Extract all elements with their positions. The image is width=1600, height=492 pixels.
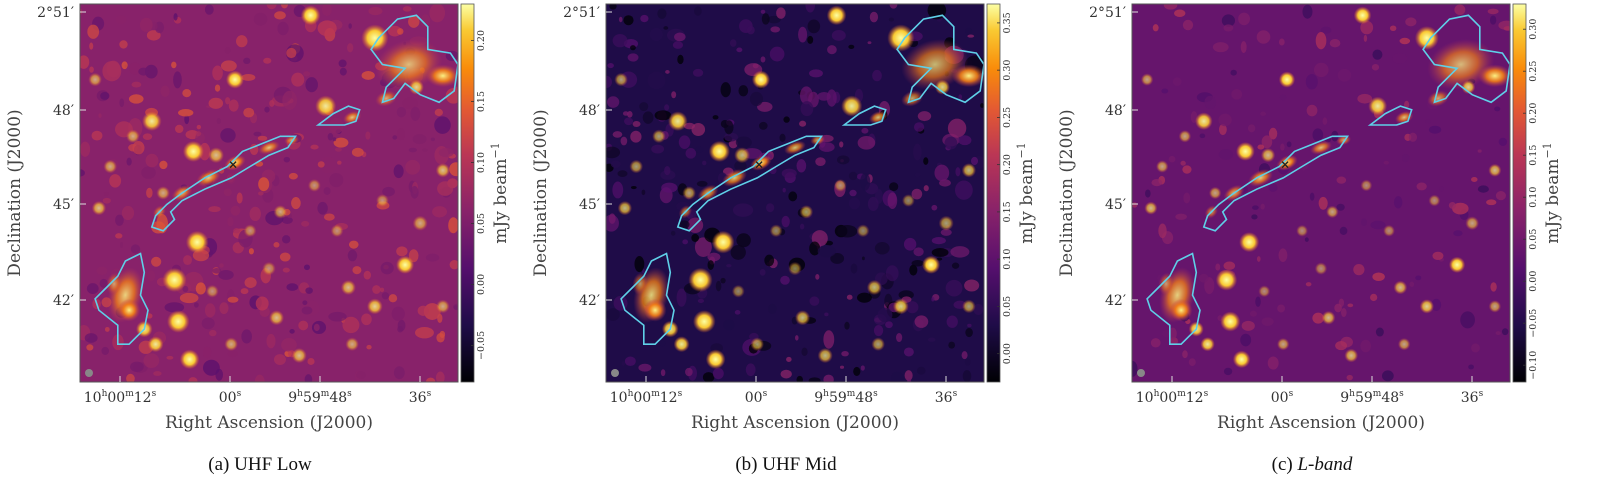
caption-b-letter: (b) (735, 454, 758, 475)
x-tick-label: 00s (219, 389, 242, 406)
sky-image-c (1132, 4, 1510, 382)
colorbar-tick-label: 0.00 (1002, 343, 1013, 364)
x-axis-label: Right Ascension (J2000) (691, 413, 899, 433)
colorbar-tick-label: −0.10 (1528, 351, 1539, 380)
y-tick-label: 48′ (579, 103, 600, 119)
contour-b-2 (676, 135, 824, 232)
contour-b-0 (896, 14, 984, 104)
y-tick-label: 2°51′ (1089, 5, 1126, 21)
y-tick-label: 2°51′ (563, 5, 600, 21)
x-tick-label: 10h00m12s (610, 389, 683, 406)
colorbar-c (1512, 3, 1527, 383)
beam-ellipse (611, 369, 619, 377)
colorbar-tick-label: 0.15 (1528, 145, 1539, 166)
y-tick-label: 42′ (1105, 293, 1126, 309)
colorbar-tick-label: 0.00 (476, 274, 487, 295)
image-frame (1131, 3, 1511, 383)
colorbar-tick-label: 0.15 (1002, 201, 1013, 222)
x-tick-label: 10h00m12s (1136, 389, 1209, 406)
y-axis-label: Declination (J2000) (5, 109, 25, 276)
contour-a-1 (315, 105, 361, 126)
caption-c: (c) L-band (1052, 454, 1572, 476)
y-tick-label: 42′ (579, 293, 600, 309)
caption-c-letter: (c) (1271, 454, 1293, 475)
y-axis-label: Declination (J2000) (531, 109, 551, 276)
center-marker-icon (1281, 161, 1289, 169)
x-tick-label: 10h00m12s (84, 389, 157, 406)
colorbar-label: mJy beam−1 (1541, 142, 1563, 243)
center-marker-icon (229, 161, 237, 169)
beam-ellipse (1137, 369, 1145, 377)
x-tick-label: 9h59m48s (1340, 389, 1404, 406)
contour-a-3 (94, 252, 149, 346)
y-tick-label: 2°51′ (37, 5, 74, 21)
colorbar-tick-label: −0.05 (1528, 309, 1539, 338)
contour-a-2 (150, 135, 298, 232)
panel-c-plot: 2°51′ 48′ 45′ 42′ 10h00m12s 00s 9h59m48s 36s Rig… (1057, 3, 1563, 433)
caption-a-name: UHF Low (234, 454, 312, 475)
beam-ellipse (85, 369, 93, 377)
center-marker-icon (755, 161, 763, 169)
panel-l-band: 2°51′ 48′ 45′ 42′ 10h00m12s 00s 9h59m48s 36s Rig… (1052, 0, 1572, 492)
colorbar-tick-label: 0.10 (476, 152, 487, 173)
x-tick-label: 9h59m48s (814, 389, 878, 406)
x-tick-label: 36s (935, 389, 958, 406)
y-tick-label: 42′ (53, 293, 74, 309)
colorbar-tick-label: 0.05 (476, 213, 487, 234)
colorbar-tick-label: 0.05 (1528, 229, 1539, 250)
caption-b: (b) UHF Mid (526, 454, 1046, 476)
sky-image-b (606, 4, 984, 382)
colorbar-tick-label: 0.10 (1528, 187, 1539, 208)
x-tick-label: 00s (745, 389, 768, 406)
colorbar-tick-label: −0.05 (476, 331, 487, 360)
colorbar-tick-label: 0.35 (1002, 12, 1013, 33)
contour-c-1 (1367, 105, 1413, 126)
y-tick-label: 45′ (579, 197, 600, 213)
contour-a-0 (370, 14, 458, 104)
colorbar-tick-label: 0.25 (1528, 61, 1539, 82)
colorbar-tick-label: 0.10 (1002, 249, 1013, 270)
panel-a-plot: 2°51′ 48′ 45′ 42′ 10h00m12s 00s 9h59m48s 36s Rig… (5, 3, 511, 433)
x-axis-label: Right Ascension (J2000) (165, 413, 373, 433)
colorbar-tick-label: 0.25 (1002, 107, 1013, 128)
colorbar-tick-label: 0.05 (1002, 296, 1013, 317)
image-frame (79, 3, 459, 383)
colorbar-label: mJy beam−1 (489, 142, 511, 243)
colorbar-tick-label: 0.15 (476, 91, 487, 112)
colorbar-tick-label: 0.30 (1528, 19, 1539, 40)
contour-b-1 (841, 105, 887, 126)
colorbar-tick-label: 0.20 (1002, 154, 1013, 175)
x-axis-label: Right Ascension (J2000) (1217, 413, 1425, 433)
colorbar-tick-label: 0.20 (1528, 103, 1539, 124)
y-tick-label: 45′ (53, 197, 74, 213)
panel-uhf-low: 2°51′ 48′ 45′ 42′ 10h00m12s 00s 9h59m48s 36s Rig… (0, 0, 520, 492)
sky-image-a (80, 4, 458, 382)
caption-c-name: L-band (1297, 454, 1353, 475)
caption-a: (a) UHF Low (0, 454, 520, 476)
contour-c-2 (1202, 135, 1350, 232)
colorbar-tick-label: 0.00 (1528, 271, 1539, 292)
panel-b-plot: 2°51′ 48′ 45′ 42′ 10h00m12s 00s 9h59m48s 36s Rig… (531, 3, 1037, 433)
y-tick-label: 48′ (53, 103, 74, 119)
y-tick-label: 48′ (1105, 103, 1126, 119)
y-axis-label: Declination (J2000) (1057, 109, 1077, 276)
colorbar-label: mJy beam−1 (1015, 142, 1037, 243)
contour-c-3 (1146, 252, 1201, 346)
x-tick-label: 36s (1461, 389, 1484, 406)
colorbar-tick-label: 0.20 (476, 30, 487, 51)
panel-uhf-mid: 2°51′ 48′ 45′ 42′ 10h00m12s 00s 9h59m48s 36s Rig… (526, 0, 1046, 492)
x-tick-label: 00s (1271, 389, 1294, 406)
colorbar-a (460, 3, 475, 383)
x-tick-label: 36s (409, 389, 432, 406)
colorbar-b (986, 3, 1001, 383)
x-tick-label: 9h59m48s (288, 389, 352, 406)
contour-c-0 (1422, 14, 1510, 104)
image-frame (605, 3, 985, 383)
contour-b-3 (620, 252, 675, 346)
y-tick-label: 45′ (1105, 197, 1126, 213)
caption-b-name: UHF Mid (762, 454, 837, 475)
colorbar-tick-label: 0.30 (1002, 60, 1013, 81)
caption-a-letter: (a) (208, 454, 230, 475)
